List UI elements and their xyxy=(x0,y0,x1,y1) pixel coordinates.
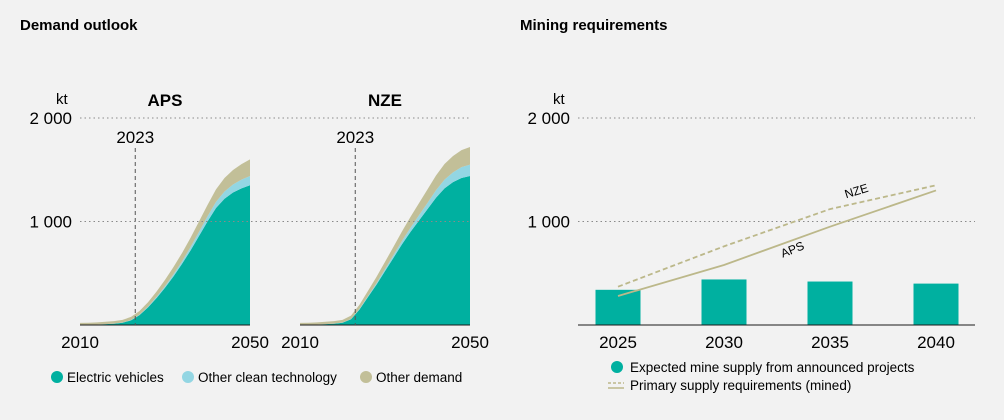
aps-x-tick-2010: 2010 xyxy=(61,333,99,352)
demand-y-tick-1000: 1 000 xyxy=(29,213,72,232)
legend-mine-supply-swatch xyxy=(611,361,623,373)
aps-panel-title: APS xyxy=(148,91,183,110)
mine-supply-bar-2040 xyxy=(913,283,959,325)
nze-x-tick-2050: 2050 xyxy=(451,333,489,352)
mining-y-tick-2000: 2 000 xyxy=(527,109,570,128)
legend-other-demand-swatch xyxy=(360,371,372,383)
mining-unit-label: kt xyxy=(553,91,566,108)
demand-outlook-title: Demand outlook xyxy=(20,17,138,34)
legend-mine-supply-label: Expected mine supply from announced proj… xyxy=(630,360,915,375)
aps-marker-2023-label: 2023 xyxy=(116,128,154,147)
demand-y-axis: 1 000 2 000 xyxy=(29,109,470,232)
aps-panel: APS 2023 2010 2050 xyxy=(61,91,269,352)
nze-area-other-demand xyxy=(300,146,470,325)
aps-requirement-line xyxy=(617,189,937,297)
mine-supply-bar-2035 xyxy=(807,281,853,325)
mine-supply-bar-2030 xyxy=(701,279,747,325)
nze-requirement-line xyxy=(617,184,937,288)
legend-clean-tech-swatch xyxy=(182,371,194,383)
legend-other-demand-label: Other demand xyxy=(376,370,462,385)
nze-marker-2023-label: 2023 xyxy=(336,128,374,147)
aps-area-other-clean-technology xyxy=(80,175,250,325)
mining-requirements-title: Mining requirements xyxy=(520,17,668,34)
nze-area-other-clean-technology xyxy=(300,164,470,325)
demand-unit-label: kt xyxy=(56,91,69,108)
mining-x-tick-2040: 2040 xyxy=(917,333,955,352)
legend-primary-supply-label: Primary supply requirements (mined) xyxy=(630,378,851,393)
demand-y-tick-2000: 2 000 xyxy=(29,109,72,128)
nze-area-electric-vehicles xyxy=(300,175,470,325)
aps-area-other-demand xyxy=(80,159,250,325)
nze-panel-title: NZE xyxy=(368,91,402,110)
mining-x-tick-2035: 2035 xyxy=(811,333,849,352)
mining-chart: 1 000 2 000 2025 2030 2035 2040 APS NZE xyxy=(527,109,975,352)
nze-x-tick-2010: 2010 xyxy=(281,333,319,352)
nze-panel: NZE 2023 2010 2050 xyxy=(281,91,489,352)
legend-clean-tech-label: Other clean technology xyxy=(198,370,337,385)
aps-line-label: APS xyxy=(779,239,807,261)
mining-x-tick-2025: 2025 xyxy=(599,333,637,352)
legend-ev-swatch xyxy=(51,371,63,383)
mining-y-tick-1000: 1 000 xyxy=(527,213,570,232)
legend-ev-label: Electric vehicles xyxy=(67,370,164,385)
mining-x-tick-2030: 2030 xyxy=(705,333,743,352)
mining-legend: Expected mine supply from announced proj… xyxy=(608,360,915,393)
nze-line-label: NZE xyxy=(843,181,870,201)
aps-area-electric-vehicles xyxy=(80,185,250,325)
aps-x-tick-2050: 2050 xyxy=(231,333,269,352)
demand-legend: Electric vehicles Other clean technology… xyxy=(51,370,462,385)
